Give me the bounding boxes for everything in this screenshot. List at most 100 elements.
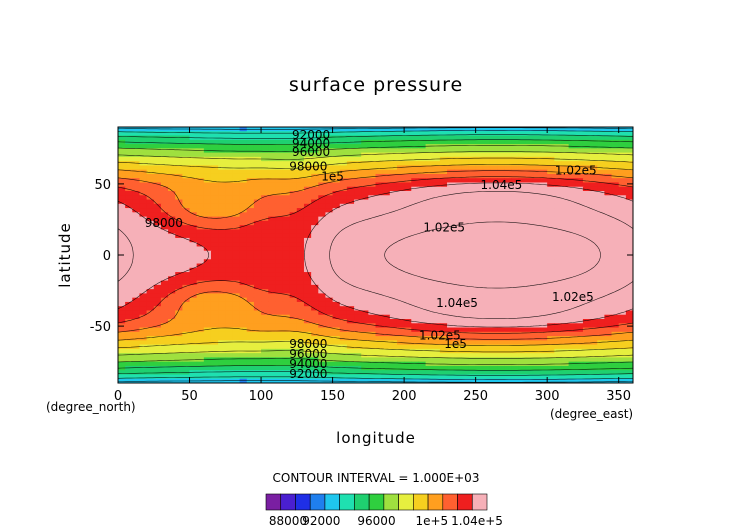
field-cell	[296, 255, 305, 260]
field-cell	[525, 195, 534, 201]
field-cell	[346, 144, 355, 149]
field-cell	[289, 357, 298, 363]
field-cell	[418, 301, 427, 307]
field-cell	[375, 191, 384, 196]
field-cell	[382, 220, 391, 226]
field-cell	[239, 289, 248, 294]
field-cell	[139, 186, 148, 192]
field-cell	[239, 331, 248, 337]
field-cell	[468, 323, 477, 329]
field-cell	[289, 246, 298, 252]
field-cell	[354, 186, 362, 192]
field-cell	[203, 272, 212, 277]
field-cell	[425, 216, 434, 222]
field-cell	[482, 361, 491, 367]
field-cell	[447, 242, 455, 248]
field-cell	[253, 259, 262, 265]
field-cell	[153, 127, 162, 132]
field-cell	[132, 276, 141, 282]
field-cell	[468, 233, 477, 239]
field-cell	[547, 220, 555, 226]
field-cell	[325, 191, 334, 196]
field-cell	[540, 306, 548, 312]
field-cell	[497, 344, 505, 350]
field-cell	[568, 225, 577, 230]
field-cell	[261, 323, 269, 329]
field-cell	[332, 357, 341, 363]
field-cell	[411, 306, 420, 312]
field-cell	[303, 370, 312, 376]
field-cell	[582, 169, 591, 175]
field-cell	[268, 144, 276, 149]
field-cell	[432, 336, 441, 341]
field-cell	[210, 208, 219, 213]
field-cell	[418, 135, 427, 141]
field-cell	[146, 195, 155, 201]
field-cell	[368, 208, 377, 213]
field-cell	[518, 289, 527, 294]
field-cell	[625, 272, 633, 277]
field-cell	[568, 178, 577, 184]
field-cell	[375, 186, 384, 192]
field-cell	[268, 331, 276, 337]
field-cell	[289, 284, 298, 290]
field-cell	[611, 370, 620, 376]
field-cell	[268, 310, 276, 316]
field-cell	[625, 182, 633, 188]
field-cell	[625, 208, 633, 213]
field-cell	[368, 276, 377, 282]
field-cell	[582, 156, 591, 162]
field-cell	[439, 276, 448, 282]
field-cell	[504, 348, 512, 354]
field-cell	[303, 365, 312, 371]
field-cell	[282, 267, 291, 273]
field-cell	[425, 131, 434, 137]
field-cell	[346, 191, 355, 196]
field-cell	[604, 220, 613, 226]
field-cell	[432, 297, 441, 303]
field-cell	[532, 284, 541, 290]
field-cell	[425, 203, 434, 209]
field-cell	[611, 336, 620, 341]
field-cell	[389, 374, 398, 380]
field-cell	[232, 353, 241, 358]
field-cell	[575, 139, 584, 145]
field-cell	[618, 348, 627, 354]
field-cell	[389, 378, 398, 383]
field-cell	[518, 284, 527, 290]
field-cell	[210, 255, 219, 260]
field-cell	[239, 191, 248, 196]
field-cell	[611, 259, 620, 265]
field-cell	[518, 131, 527, 137]
field-cell	[590, 233, 598, 239]
field-cell	[332, 263, 341, 269]
field-cell	[482, 161, 491, 166]
field-cell	[389, 182, 398, 188]
field-cell	[125, 212, 133, 218]
field-cell	[132, 220, 141, 226]
field-cell	[146, 331, 155, 337]
field-cell	[182, 156, 191, 162]
field-cell	[568, 127, 577, 132]
field-cell	[497, 203, 505, 209]
field-cell	[232, 310, 241, 316]
field-cell	[418, 165, 427, 171]
field-cell	[125, 272, 133, 277]
field-cell	[146, 263, 155, 269]
field-cell	[504, 156, 512, 162]
field-cell	[489, 280, 498, 286]
field-cell	[425, 212, 434, 218]
field-cell	[139, 220, 148, 226]
field-cell	[404, 242, 412, 248]
field-cell	[411, 378, 420, 383]
field-cell	[540, 319, 548, 324]
field-cell	[582, 173, 591, 179]
field-cell	[282, 336, 291, 341]
field-cell	[332, 212, 341, 218]
field-cell	[189, 233, 198, 239]
field-cell	[447, 255, 455, 260]
field-cell	[532, 208, 541, 213]
field-cell	[525, 280, 534, 286]
field-cell	[232, 208, 241, 213]
field-cell	[618, 306, 627, 312]
